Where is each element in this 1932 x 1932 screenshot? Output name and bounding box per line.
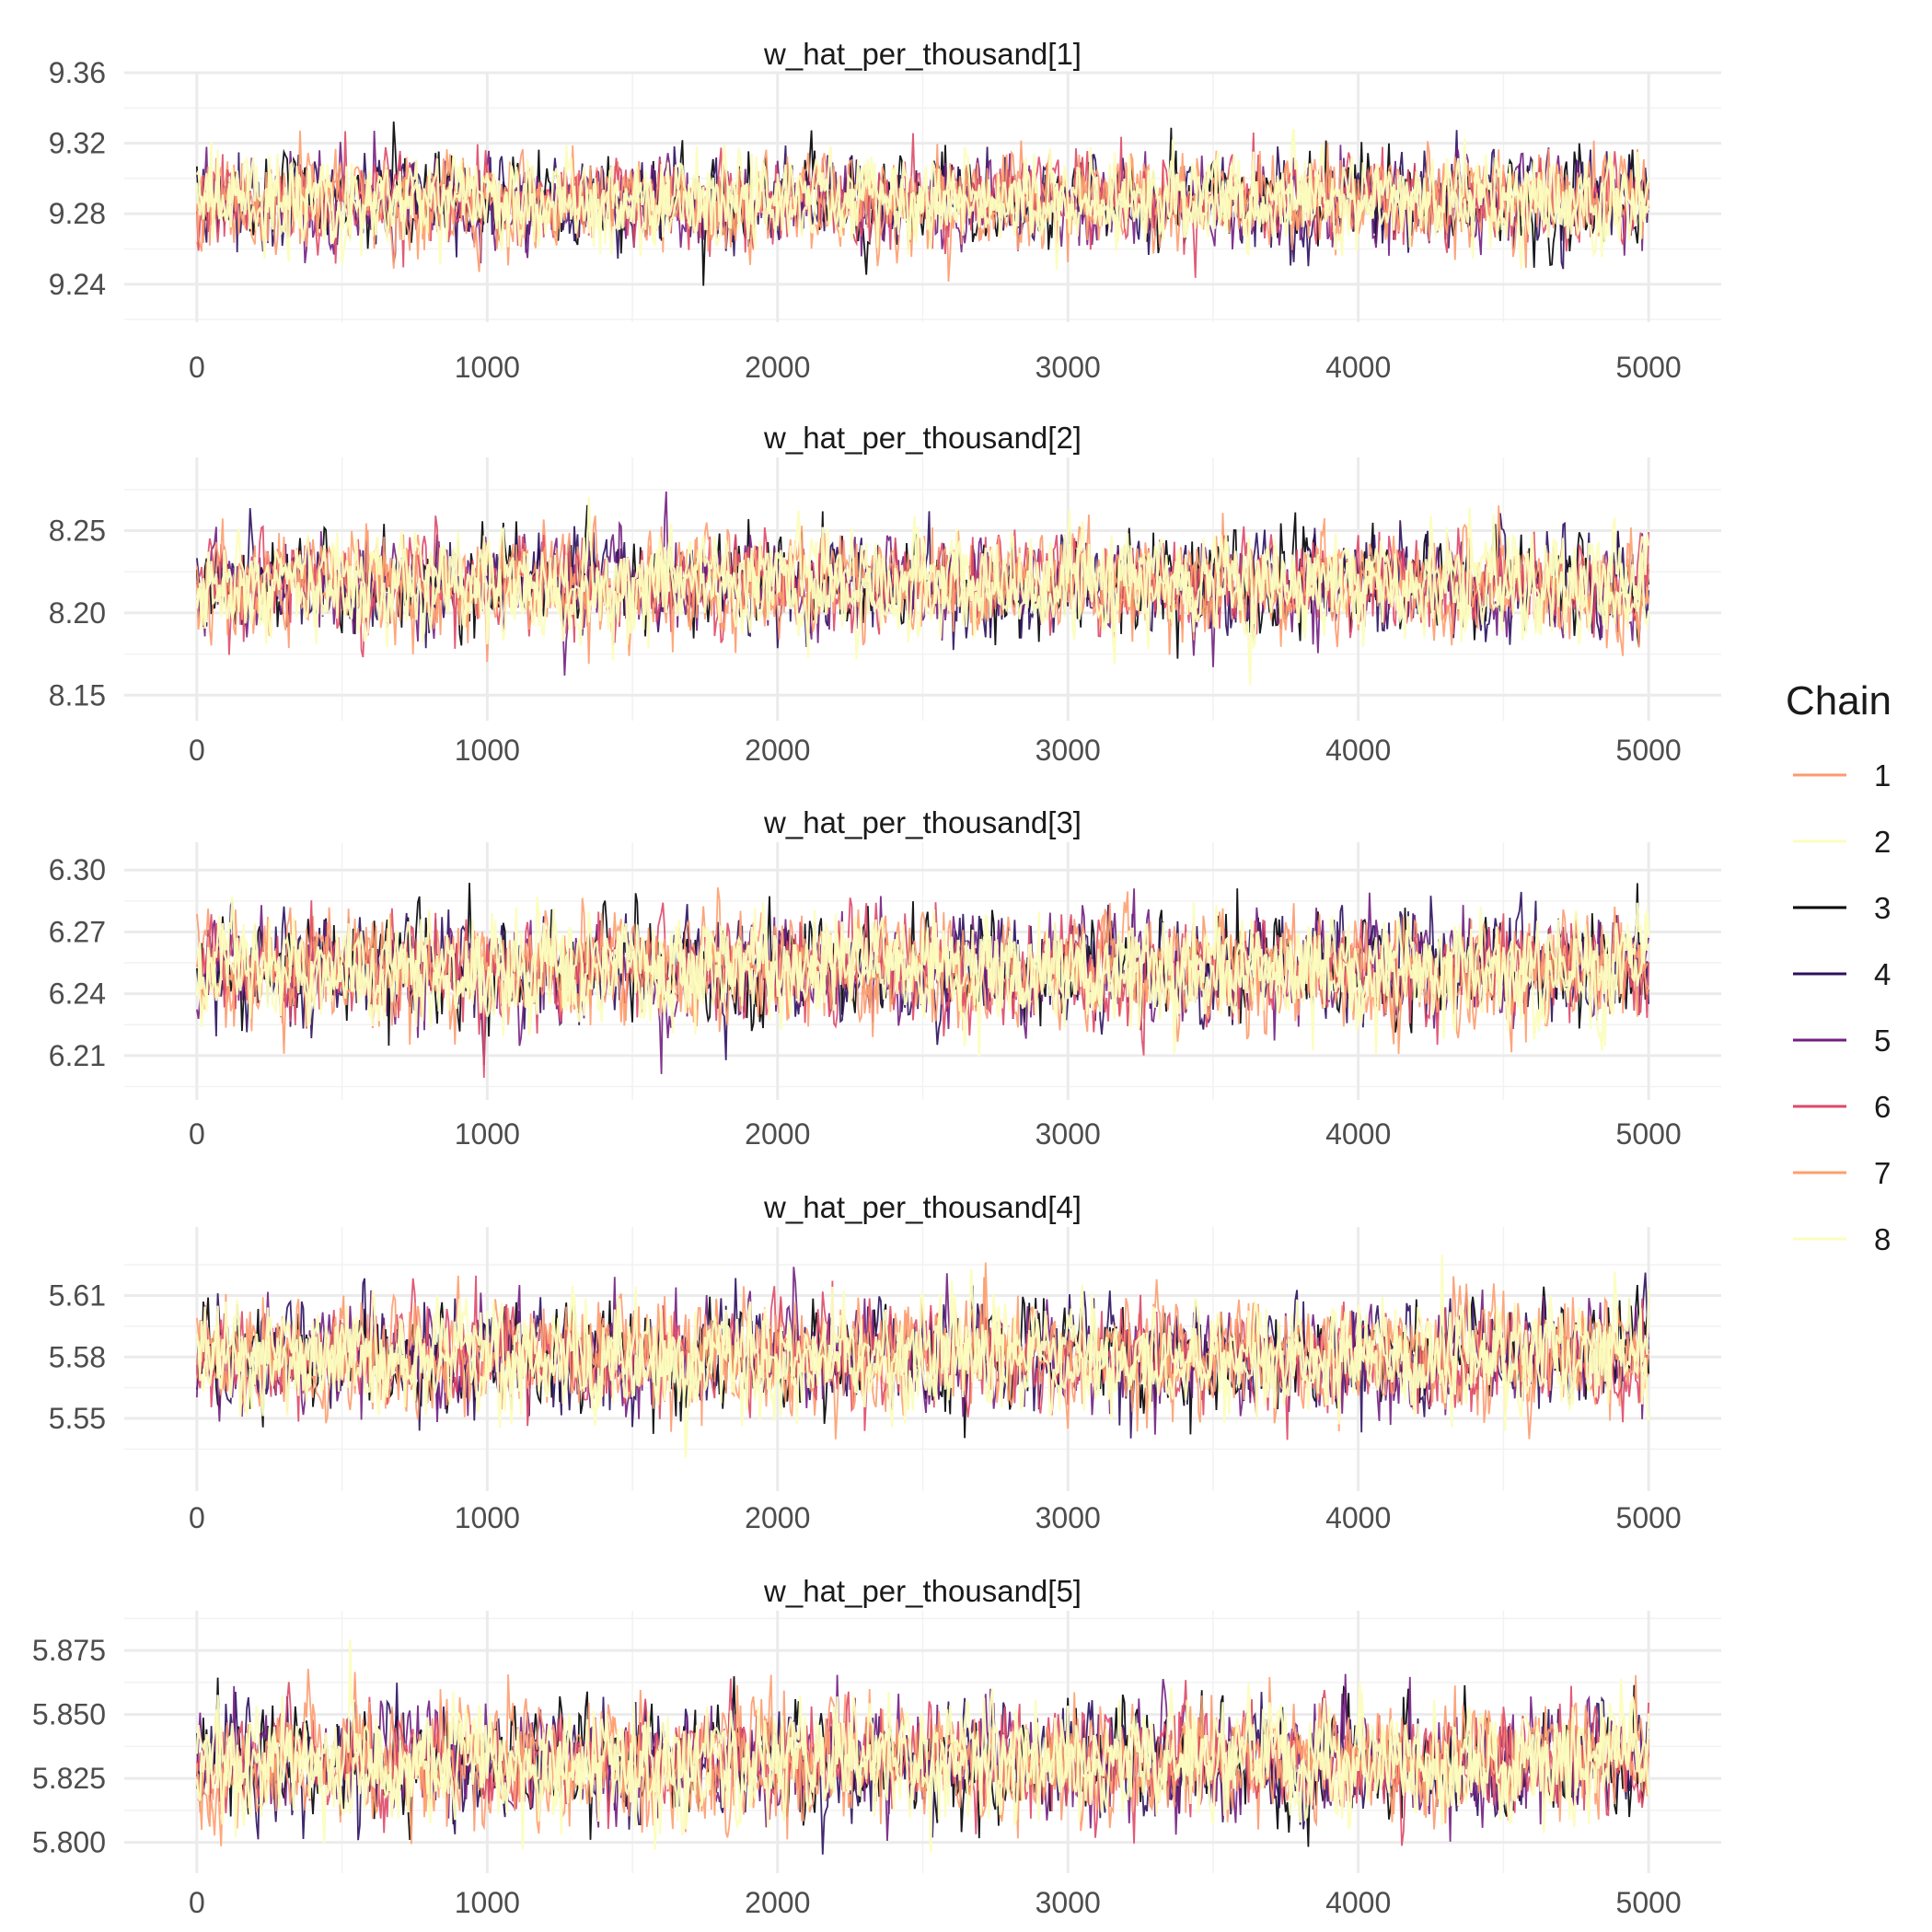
x-tick-label: 4000	[1325, 1886, 1391, 1919]
x-tick-label: 4000	[1325, 1117, 1391, 1151]
x-tick-label: 0	[189, 1886, 205, 1919]
legend-item-7: 7	[1793, 1156, 1891, 1190]
y-tick-label: 9.36	[49, 56, 106, 89]
x-tick-label: 1000	[455, 1117, 520, 1151]
y-tick-label: 5.850	[32, 1698, 106, 1731]
legend-label: 6	[1874, 1090, 1891, 1124]
legend-title: Chain	[1786, 678, 1892, 723]
x-tick-label: 3000	[1035, 351, 1101, 384]
y-tick-label: 6.27	[49, 915, 106, 948]
y-tick-label: 6.21	[49, 1039, 106, 1072]
x-tick-label: 5000	[1616, 1501, 1682, 1534]
y-tick-label: 5.61	[49, 1279, 106, 1313]
chain-8-trace	[195, 496, 1650, 686]
x-tick-label: 4000	[1325, 734, 1391, 767]
panel-2: w_hat_per_thousand[2] 8.15 8.20 8.25 0 1000 20…	[49, 421, 1721, 767]
x-tick-label: 0	[189, 734, 205, 767]
y-tick-label: 5.800	[32, 1826, 106, 1859]
panel-3: w_hat_per_thousand[3] 6.21 6.24 6.27 6.30 0 10…	[49, 805, 1721, 1151]
legend-label: 4	[1874, 957, 1891, 991]
panel-title: w_hat_per_thousand[3]	[763, 805, 1082, 839]
chain-8-trace	[195, 1639, 1650, 1850]
x-tick-label: 4000	[1325, 1501, 1391, 1534]
y-tick-label: 9.32	[49, 127, 106, 160]
y-tick-label: 6.24	[49, 978, 106, 1011]
y-tick-label: 8.20	[49, 596, 106, 630]
panel-title: w_hat_per_thousand[5]	[763, 1574, 1082, 1608]
x-tick-label: 0	[189, 351, 205, 384]
panel-1: w_hat_per_thousand[1] 9.24 9.28 9.32 9.36 0 10…	[49, 37, 1721, 384]
x-tick-label: 2000	[745, 1501, 810, 1534]
x-tick-label: 0	[189, 1117, 205, 1151]
x-tick-label: 2000	[745, 351, 810, 384]
y-tick-label: 8.25	[49, 515, 106, 548]
legend-item-4: 4	[1793, 957, 1891, 991]
x-tick-label: 2000	[745, 1117, 810, 1151]
y-tick-label: 5.55	[49, 1402, 106, 1435]
y-tick-label: 6.30	[49, 853, 106, 886]
legend: Chain 1 2 3 4 5 6 7 8	[1786, 678, 1892, 1256]
legend-label: 8	[1874, 1222, 1891, 1256]
legend-item-8: 8	[1793, 1222, 1891, 1256]
legend-label: 5	[1874, 1024, 1891, 1058]
legend-item-1: 1	[1793, 758, 1891, 792]
chain-8-trace	[195, 896, 1650, 1057]
legend-item-2: 2	[1793, 825, 1891, 859]
traces	[195, 883, 1650, 1078]
chain-2-trace	[195, 1679, 1650, 1853]
chain-8-trace	[195, 138, 1650, 270]
legend-item-5: 5	[1793, 1024, 1891, 1058]
y-tick-label: 9.28	[49, 197, 106, 230]
x-tick-label: 5000	[1616, 351, 1682, 384]
x-tick-label: 2000	[745, 1886, 810, 1919]
traces	[195, 121, 1650, 286]
x-tick-label: 2000	[745, 734, 810, 767]
x-tick-label: 1000	[455, 734, 520, 767]
panels: w_hat_per_thousand[1] 9.24 9.28 9.32 9.36 0 10…	[32, 37, 1721, 1919]
legend-label: 2	[1874, 825, 1891, 859]
x-tick-label: 3000	[1035, 1886, 1101, 1919]
traces	[195, 1254, 1650, 1458]
x-tick-label: 3000	[1035, 734, 1101, 767]
x-tick-label: 4000	[1325, 351, 1391, 384]
x-tick-label: 1000	[455, 351, 520, 384]
traces	[195, 491, 1650, 686]
chain-1-trace	[196, 903, 1649, 1054]
y-tick-label: 5.875	[32, 1634, 106, 1667]
x-tick-label: 5000	[1616, 734, 1682, 767]
x-tick-label: 5000	[1616, 1117, 1682, 1151]
legend-item-3: 3	[1793, 891, 1891, 925]
panel-4: w_hat_per_thousand[4] 5.55 5.58 5.61 0 1000 20…	[49, 1190, 1721, 1534]
x-tick-label: 3000	[1035, 1117, 1101, 1151]
y-tick-label: 5.825	[32, 1762, 106, 1795]
legend-item-6: 6	[1793, 1090, 1891, 1124]
panel-title: w_hat_per_thousand[1]	[763, 37, 1082, 71]
x-tick-label: 3000	[1035, 1501, 1101, 1534]
panel-title: w_hat_per_thousand[4]	[763, 1190, 1082, 1224]
legend-items: 1 2 3 4 5 6 7 8	[1793, 758, 1891, 1256]
x-tick-label: 1000	[455, 1886, 520, 1919]
chain-2-trace	[195, 904, 1650, 1055]
y-tick-label: 5.58	[49, 1340, 106, 1373]
y-tick-label: 9.24	[49, 268, 106, 301]
panel-5: w_hat_per_thousand[5] 5.800 5.825 5.850 5.87…	[32, 1574, 1721, 1919]
x-tick-label: 1000	[455, 1501, 520, 1534]
x-tick-label: 5000	[1616, 1886, 1682, 1919]
traces	[195, 1639, 1650, 1855]
legend-label: 7	[1874, 1156, 1891, 1190]
legend-label: 1	[1874, 758, 1891, 792]
legend-label: 3	[1874, 891, 1891, 925]
x-tick-label: 0	[189, 1501, 205, 1534]
y-tick-label: 8.15	[49, 678, 106, 711]
panel-title: w_hat_per_thousand[2]	[763, 421, 1082, 455]
chain-8-trace	[196, 1254, 1650, 1458]
